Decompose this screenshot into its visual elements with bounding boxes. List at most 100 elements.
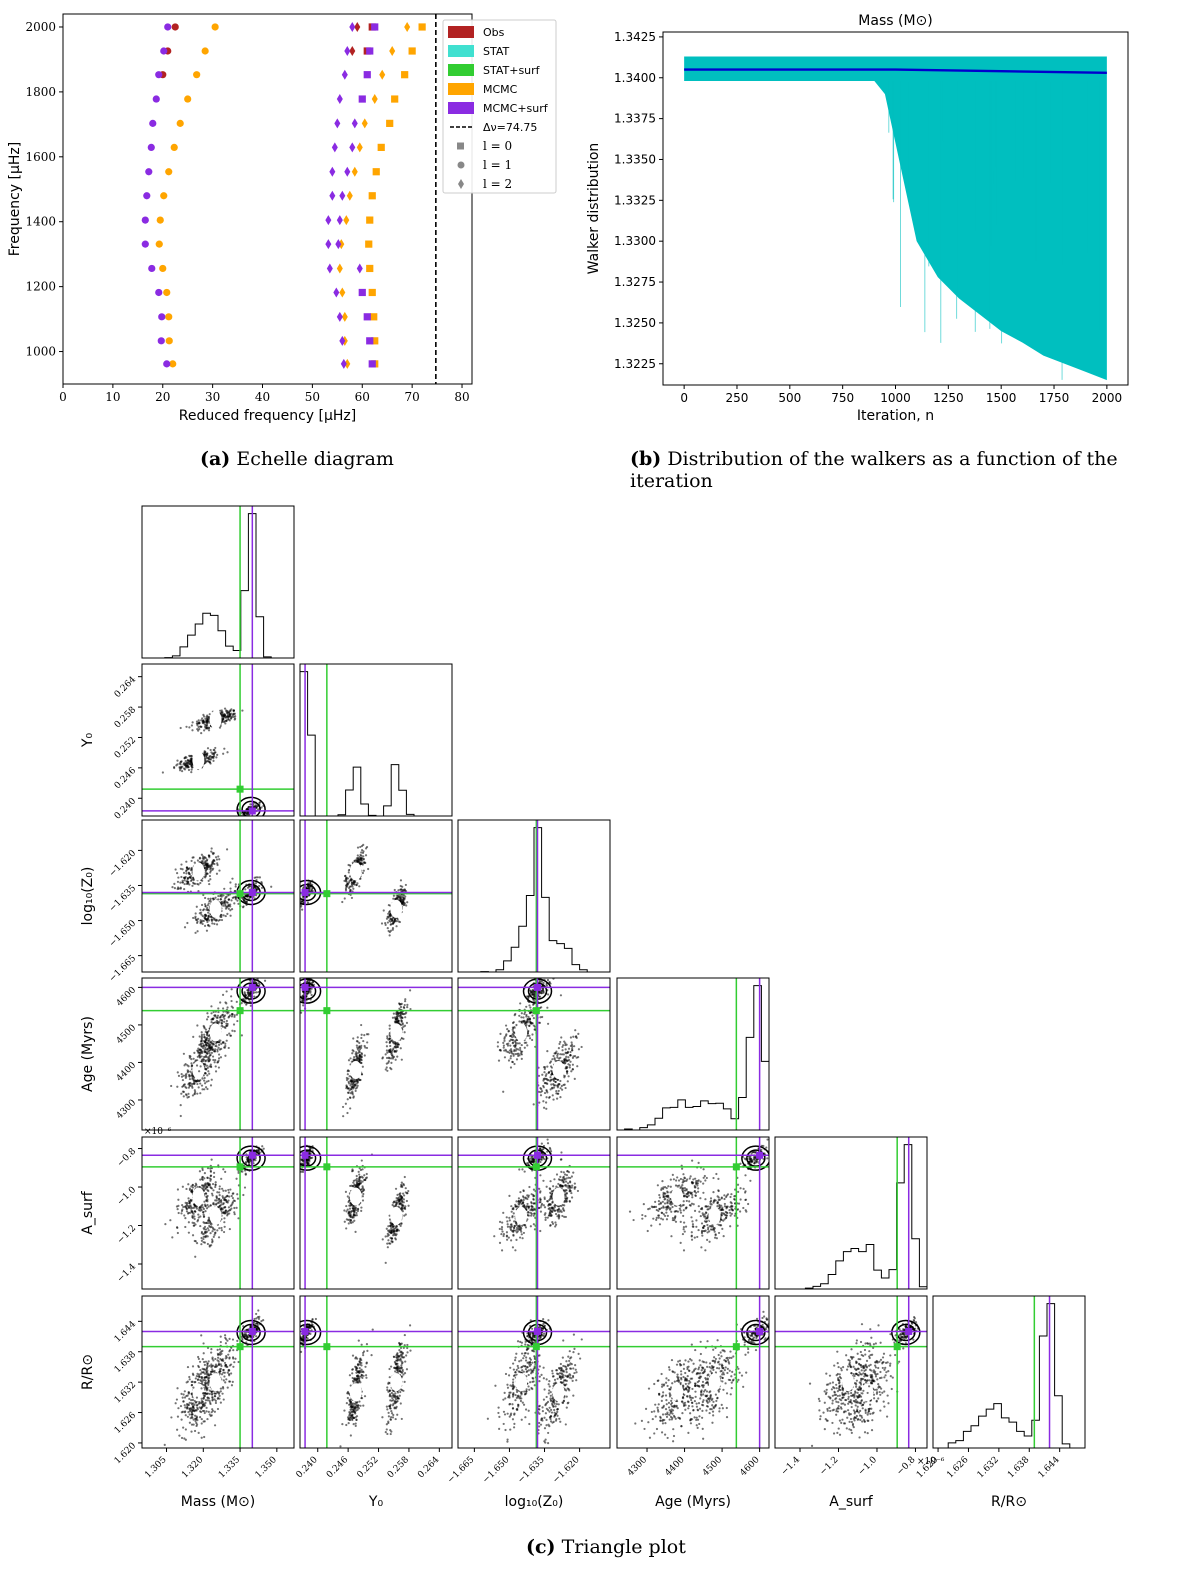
corner-contour: [300, 982, 317, 1000]
corner-sample-point: [199, 1040, 203, 1043]
corner-sample-point: [360, 859, 363, 862]
echelle-point: [147, 143, 155, 151]
corner-sample-point: [188, 754, 191, 757]
corner-sample-point: [188, 759, 191, 762]
corner-sample-point: [551, 1094, 554, 1097]
corner-density-core: [209, 1206, 222, 1225]
corner-sample-point: [215, 923, 219, 926]
corner-sample-point: [229, 914, 232, 917]
corner-sample-point: [203, 915, 207, 918]
corner-sample-point: [228, 1195, 231, 1198]
corner-sample-point: [220, 1022, 224, 1025]
corner-sample-point: [221, 720, 224, 724]
corner-sample-point: [355, 1058, 358, 1061]
corner-sample-point: [233, 1014, 236, 1017]
corner-sample-point: [204, 1054, 208, 1057]
corner-sample-point: [359, 862, 362, 866]
corner-sample-point: [254, 981, 257, 984]
corner-sample-point: [197, 917, 200, 920]
corner-frame: [299, 663, 453, 817]
legend-swatch: [457, 142, 464, 150]
corner-sample-point: [307, 992, 310, 995]
corner-sample-point: [556, 1056, 559, 1059]
corner-sample-point: [400, 1019, 403, 1023]
corner-sample-point: [202, 1241, 205, 1244]
corner-sample-point: [198, 1053, 201, 1057]
corner-sample-point: [218, 726, 222, 729]
echelle-point: [155, 288, 163, 297]
echelle-point: [334, 118, 341, 129]
corner-sample-point: [542, 991, 545, 994]
corner-sample-point: [258, 801, 262, 804]
corner-sample-point: [528, 1034, 531, 1037]
corner-sample-point: [210, 1005, 213, 1008]
corner-sample-point: [513, 1062, 516, 1066]
legend-swatch: [448, 26, 474, 38]
corner-ylabel: log₁₀(Z₀): [80, 867, 96, 926]
corner-sample-point: [345, 876, 348, 879]
corner-sample-point: [512, 1044, 516, 1047]
echelle-point: [377, 143, 385, 151]
corner-sample-point: [572, 1035, 575, 1038]
corner-sample-point: [214, 856, 218, 859]
corner-sample-point: [562, 1044, 565, 1047]
corner-sample-point: [300, 905, 303, 908]
corner-panel: [141, 505, 295, 659]
corner-sample-point: [213, 1014, 216, 1017]
echelle-point: [344, 358, 351, 369]
corner-sample-point: [208, 1049, 211, 1052]
corner-sample-point: [502, 1046, 505, 1049]
corner-sample-point: [362, 857, 365, 861]
corner-sample-point: [227, 1210, 230, 1213]
corner-sample-point: [220, 918, 224, 922]
corner-sample-point: [520, 1020, 523, 1023]
corner-sample-point: [511, 1038, 514, 1042]
corner-sample-point: [351, 1221, 354, 1224]
corner-sample-point: [570, 1041, 573, 1044]
corner-sample-point: [203, 856, 206, 859]
corner-sample-point: [206, 1227, 209, 1230]
corner-sample-point: [176, 880, 180, 883]
corner-sample-point: [358, 856, 361, 859]
corner-sample-point: [401, 1023, 404, 1026]
corner-sample-point: [188, 1200, 191, 1203]
corner-sample-point: [254, 975, 256, 977]
corner-sample-point: [199, 725, 203, 728]
corner-sample-point: [520, 1050, 524, 1053]
corner-sample-point: [514, 1052, 517, 1056]
corner-sample-point: [352, 1037, 355, 1040]
corner-ytick-label: −0.8: [116, 1146, 139, 1169]
corner-sample-point: [207, 717, 211, 720]
corner-sample-point: [229, 709, 232, 712]
corner-sample-point: [546, 978, 550, 982]
corner-sample-point: [497, 1059, 501, 1062]
corner-sample-point: [571, 1063, 574, 1066]
echelle-point: [341, 311, 348, 322]
corner-sample-point: [226, 713, 230, 716]
corner-sample-point: [542, 1086, 545, 1089]
corner-sample-point: [221, 1187, 224, 1190]
corner-sample-point: [360, 851, 363, 854]
corner-sample-point: [183, 1214, 186, 1217]
corner-sample-point: [546, 993, 550, 996]
corner-sample-point: [173, 882, 176, 885]
corner-sample-point: [234, 715, 237, 718]
corner-sample-point: [355, 1079, 358, 1082]
corner-sample-point: [200, 1033, 204, 1036]
corner-sample-point: [542, 1100, 545, 1103]
corner-sample-point: [221, 993, 225, 996]
corner-sample-point: [496, 1041, 500, 1044]
corner-ytick-label: 0.240: [113, 796, 138, 821]
corner-sample-point: [193, 1239, 196, 1243]
corner-sample-point: [206, 1087, 209, 1091]
echelle-point: [366, 47, 374, 55]
corner-sample-point: [347, 1069, 350, 1072]
corner-sample-point: [203, 1183, 206, 1186]
corner-sample-point: [241, 1170, 244, 1173]
corner-sample-point: [573, 1045, 576, 1048]
corner-sample-point: [212, 859, 215, 862]
echelle-point: [379, 69, 386, 80]
corner-sample-point: [228, 1032, 231, 1035]
corner-sample-point: [200, 1084, 204, 1087]
corner-sample-point: [224, 1170, 227, 1173]
